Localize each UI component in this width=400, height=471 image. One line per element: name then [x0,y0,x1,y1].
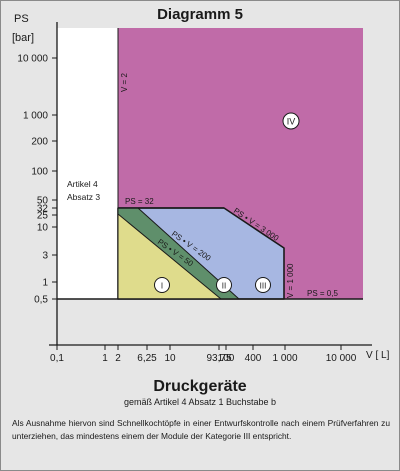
y-tick-label: 10 000 [17,54,48,65]
v2-label: V = 2 [120,73,129,92]
x-axis-label: V [ L] [366,350,390,361]
x-tick-label: 2 [115,353,121,364]
x-tick-label: 10 [164,353,176,364]
ps32-label: PS = 32 [125,197,154,206]
category-ii-label: II [222,282,226,291]
y-tick-label: 1 [42,278,48,289]
y-tick-label: 32 [37,204,49,215]
y-tick-label: 200 [31,137,48,148]
category-i-marker: I [154,277,170,293]
y-axis-label-unit: [bar] [12,32,34,44]
y-axis-label-ps: PS [14,13,29,25]
y-tick-label: 10 [37,223,49,234]
y-tick-label: 1 000 [23,111,48,122]
x-tick-label: 93,75 [206,353,231,364]
x-tick-label: 6,25 [137,353,157,364]
category-iii-marker: III [255,277,271,293]
x-tick-label: 400 [245,353,262,364]
diagram-title: Diagramm 5 [157,6,243,23]
footnote: Als Ausnahme hiervon sind Schnellkochtöp… [12,418,390,441]
category-iv-marker: IV [282,112,300,130]
druckgeraete-subtitle: gemäß Artikel 4 Absatz 1 Buchstabe b [123,397,277,407]
category-iv-label: IV [287,117,296,127]
artikel-label-line2: Absatz 3 [67,192,100,202]
artikel-4-zone [57,28,118,299]
ps05-label: PS = 0,5 [307,289,338,298]
category-ii-marker: II [216,277,232,293]
category-iii-label: III [260,282,267,291]
y-tick-label: 25 [37,211,49,222]
v1000-label: V = 1 000 [286,263,295,298]
x-tick-label: 10 000 [326,353,357,364]
x-tick-label: 0,1 [50,353,64,364]
x-tick-label: 1 [102,353,108,364]
y-tick-label: 50 [37,196,49,207]
psv50-line [117,213,222,300]
y-tick-label: 100 [31,167,48,178]
category-i-label: I [161,282,163,291]
x-tick-label: 1 000 [272,353,297,364]
y-tick-label: 3 [42,251,48,262]
y-tick-label: 0,5 [34,295,48,306]
druckgeraete-title: Druckgeräte [153,378,247,395]
artikel-label-line1: Artikel 4 [67,179,98,189]
x-tick-label: 100 [218,353,235,364]
